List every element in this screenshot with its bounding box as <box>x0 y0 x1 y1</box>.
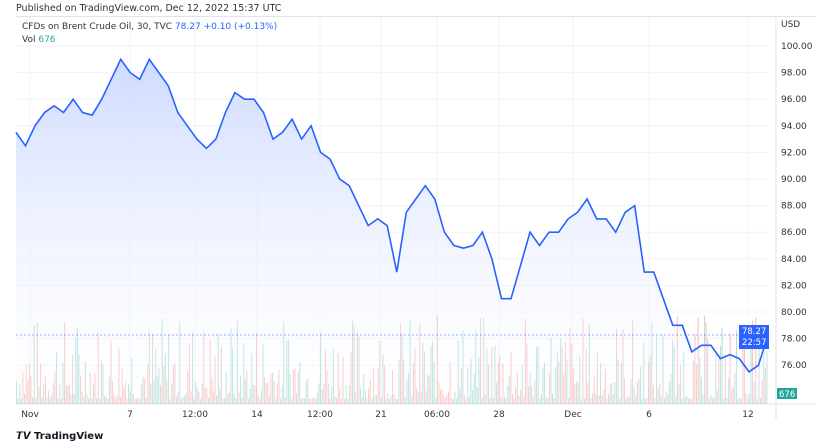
vol-label: Vol <box>22 35 36 45</box>
vol-value: 676 <box>38 35 56 45</box>
x-tick-label: Dec <box>564 410 581 420</box>
y-tick-label: 80.00 <box>781 308 807 318</box>
brand-name: TradingView <box>34 431 104 442</box>
y-tick-label: 86.00 <box>781 228 807 238</box>
x-tick-label: 7 <box>127 410 133 420</box>
y-tick-label: 88.00 <box>781 202 807 212</box>
y-tick-label: 84.00 <box>781 255 807 265</box>
price-area <box>16 59 768 405</box>
price-line <box>15 57 769 374</box>
volume-label: 676 <box>779 390 795 400</box>
y-tick-label: 90.00 <box>781 175 807 185</box>
y-tick-label: 92.00 <box>781 148 807 158</box>
y-tick-label: 76.00 <box>781 361 807 371</box>
x-tick-label: 12:00 <box>307 410 333 420</box>
x-tick-label: Nov <box>21 410 39 420</box>
y-tick-label: 96.00 <box>781 95 807 105</box>
countdown-label: 22:57 <box>742 338 767 348</box>
x-tick-label: 14 <box>251 410 263 420</box>
symbol-title[interactable]: CFDs on Brent Crude Oil, 30, TVC <box>22 22 173 32</box>
last-price-label: 78.27 <box>742 327 766 337</box>
x-tick-label: 28 <box>493 410 505 420</box>
logo-icon: 𝙏𝙑 <box>16 431 35 442</box>
x-tick-label: 12 <box>742 410 753 420</box>
y-tick-label: 98.00 <box>781 69 807 79</box>
tradingview-logo[interactable]: 𝙏𝙑 TradingView <box>16 431 103 442</box>
y-axis-unit: USD <box>781 20 800 30</box>
y-tick-label: 94.00 <box>781 122 807 132</box>
volume-label-bg <box>777 388 797 399</box>
x-tick-label: 6 <box>646 410 652 420</box>
x-tick-label: 21 <box>375 410 386 420</box>
x-tick-label: 06:00 <box>424 410 450 420</box>
chart-frame <box>16 16 816 421</box>
last-price: 78.27 <box>174 22 201 32</box>
volume-bar <box>755 317 757 404</box>
y-tick-label: 100.00 <box>781 42 813 52</box>
last-price-label-bg <box>739 325 769 350</box>
legend: CFDs on Brent Crude Oil, 30, TVC 78.27 +… <box>22 21 277 47</box>
published-caption: Published on TradingView.com, Dec 12, 20… <box>16 3 282 14</box>
price-change: +0.10 (+0.13%) <box>203 22 278 32</box>
y-tick-label: 82.00 <box>781 281 807 291</box>
volume-bar <box>744 324 746 404</box>
x-tick-label: 12:00 <box>182 410 208 420</box>
volume-bar <box>752 320 754 404</box>
y-tick-label: 78.00 <box>781 335 807 345</box>
